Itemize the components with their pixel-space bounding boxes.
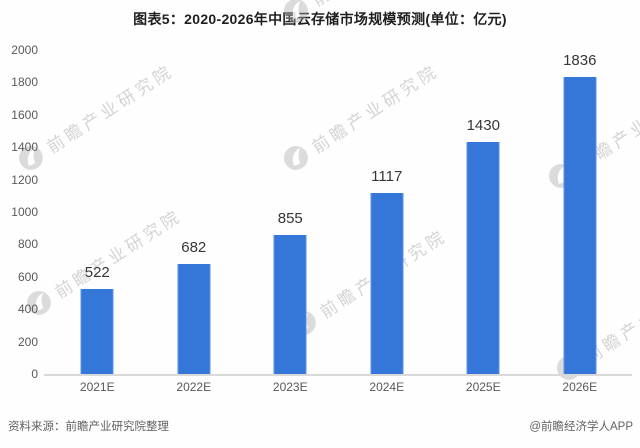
y-tick-label: 600 [17,269,38,284]
figure-footer: 资料来源：前瞻产业研究院整理 @前瞻经济学人APP [8,418,633,434]
y-tick-label: 1800 [11,75,38,90]
y-tick-label: 1000 [11,205,38,219]
y-tick-label: 400 [17,302,38,317]
bar-2025E [466,142,500,374]
x-tick-label: 2026E [562,380,598,394]
bar-value-label: 522 [84,264,110,281]
x-tick-label: 2021E [79,380,115,394]
bar-2021E [80,289,114,374]
plot-area: 522 2021E 682 2022E 855 2023E 1117 2024E 1430 202… [49,50,629,394]
y-axis: 0 200 400 600 800 1000 1200 1400 1600 1800 2000 [0,0,38,448]
x-tick-label: 2022E [176,380,212,394]
bar-value-label: 855 [277,210,303,227]
bar-group: 855 2023E [242,50,339,394]
bar-group: 1430 2025E [435,50,532,394]
y-tick-label: 1600 [11,107,38,122]
x-axis-line [44,374,632,376]
bar-group: 682 2022E [146,50,243,394]
chart-title: 图表5：2020-2026年中国云存储市场规模预测(单位：亿元) [133,11,507,27]
y-tick-label: 0 [31,367,38,381]
y-tick-label: 800 [17,237,38,252]
y-tick-label: 1400 [11,140,38,155]
bar-group: 522 2021E [49,50,146,394]
bar-value-label: 1117 [371,168,403,185]
bar-value-label: 1430 [466,117,500,134]
bar-group: 1117 2024E [339,50,436,394]
source-note: 资料来源：前瞻产业研究院整理 [8,421,169,433]
bar-2022E [177,264,211,374]
bar-group: 1836 2026E [532,50,629,394]
y-tick-label: 2000 [11,43,38,57]
bar-2026E [563,77,597,374]
bar-2023E [273,235,307,374]
y-tick-label: 1200 [11,172,38,187]
bar-value-label: 682 [181,239,207,256]
x-tick-label: 2023E [272,380,308,394]
bar-2024E [370,193,404,374]
x-tick-label: 2024E [369,380,405,394]
credit-note: @前瞻经济学人APP [529,421,633,433]
x-tick-label: 2025E [465,380,501,394]
bar-value-label: 1836 [563,52,597,69]
y-tick-label: 200 [17,334,38,349]
